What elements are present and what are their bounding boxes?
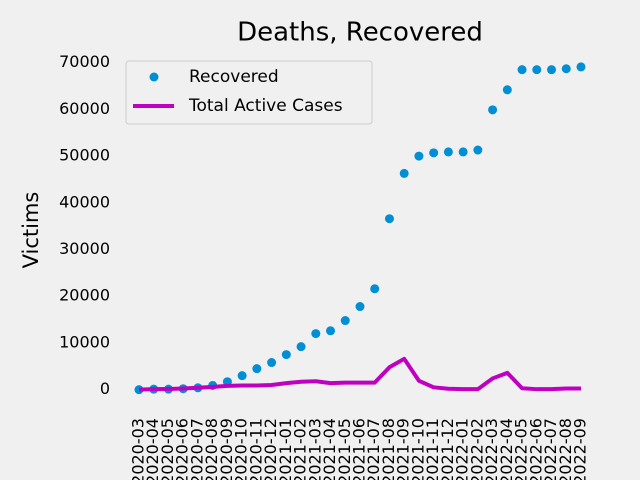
- x-tick-label: 2022-06: [526, 418, 545, 480]
- x-tick-label: 2021-08: [379, 418, 398, 480]
- data-point: [355, 302, 365, 312]
- legend-label: Total Active Cases: [188, 96, 343, 116]
- x-tick-label: 2022-02: [467, 418, 486, 480]
- data-point: [532, 65, 542, 75]
- data-point: [414, 151, 424, 161]
- x-tick-label: 2020-12: [261, 418, 280, 480]
- data-point: [458, 147, 468, 157]
- data-point: [340, 316, 350, 326]
- data-point: [517, 65, 527, 75]
- x-tick-label: 2022-04: [497, 418, 516, 480]
- x-tick-label: 2020-09: [217, 418, 236, 480]
- data-line: [138, 356, 581, 392]
- data-point: [311, 329, 321, 339]
- x-tick-label: 2022-03: [482, 418, 501, 480]
- x-tick-label: 2021-02: [291, 418, 310, 480]
- x-tick-label: 2022-09: [570, 418, 589, 480]
- data-point: [296, 342, 306, 352]
- chart-title: Deaths, Recovered: [237, 18, 483, 48]
- x-tick-label: 2021-01: [276, 418, 295, 480]
- x-tick-label: 2021-03: [305, 418, 324, 480]
- x-tick-label: 2021-07: [364, 418, 383, 480]
- data-point: [429, 148, 439, 158]
- x-tick-label: 2020-05: [158, 418, 177, 480]
- x-tick-label: 2021-12: [438, 418, 457, 480]
- data-point: [488, 105, 498, 115]
- x-tick-label: 2021-11: [423, 418, 442, 480]
- data-point: [443, 147, 453, 157]
- y-tick-label: 30000: [59, 239, 110, 258]
- x-tick-label: 2021-05: [335, 418, 354, 480]
- y-tick-label: 50000: [59, 146, 110, 165]
- x-tick-label: 2020-07: [187, 418, 206, 480]
- legend-marker: [149, 72, 159, 82]
- data-point: [252, 364, 262, 374]
- y-axis-label: Victims: [19, 192, 43, 269]
- x-tick-label: 2020-08: [202, 418, 221, 480]
- data-point: [237, 371, 247, 381]
- x-tick-label: 2022-08: [556, 418, 575, 480]
- data-point: [547, 65, 557, 75]
- x-tick-label: 2020-11: [246, 418, 265, 480]
- data-point: [326, 326, 336, 336]
- x-tick-label: 2020-04: [143, 418, 162, 480]
- y-tick-label: 70000: [59, 52, 110, 71]
- data-point: [399, 168, 409, 178]
- x-tick-label: 2021-10: [408, 418, 427, 480]
- x-tick-label: 2022-07: [541, 418, 560, 480]
- x-tick-label: 2020-06: [173, 418, 192, 480]
- y-tick-label: 10000: [59, 332, 110, 351]
- x-tick-label: 2021-04: [320, 418, 339, 480]
- x-tick-label: 2022-05: [512, 418, 531, 480]
- data-point: [370, 284, 380, 294]
- x-tick-label: 2021-06: [349, 418, 368, 480]
- legend-label: Recovered: [189, 67, 279, 87]
- data-point: [281, 350, 291, 360]
- data-point: [502, 85, 512, 95]
- x-tick-label: 2021-09: [394, 418, 413, 480]
- data-point: [561, 64, 571, 74]
- x-tick-label: 2022-01: [453, 418, 472, 480]
- data-point: [384, 214, 394, 224]
- data-point: [473, 145, 483, 155]
- y-tick-label: 20000: [59, 286, 110, 305]
- x-tick-label: 2020-03: [129, 418, 148, 480]
- y-tick-label: 40000: [59, 192, 110, 211]
- legend-box: [125, 60, 373, 125]
- data-point: [267, 358, 277, 368]
- y-tick-label: 60000: [59, 99, 110, 118]
- data-point: [576, 62, 586, 72]
- x-tick-label: 2020-10: [232, 418, 251, 480]
- y-tick-label: 0: [100, 379, 110, 398]
